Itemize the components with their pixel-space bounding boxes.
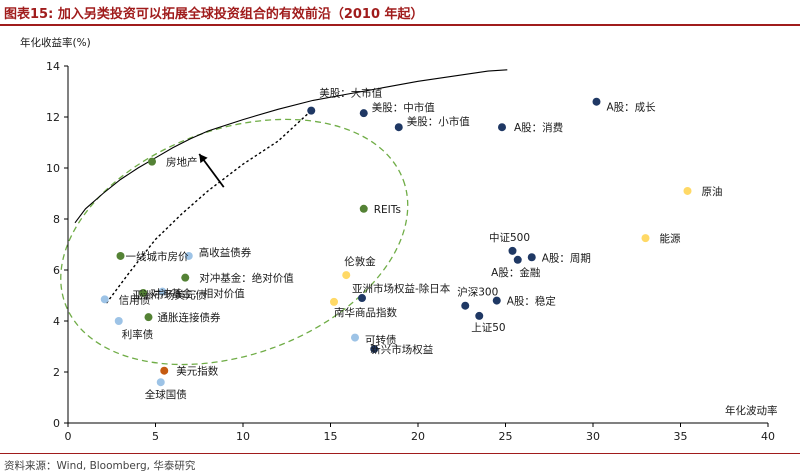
point-label: 南华商品指数 [334, 306, 397, 319]
point-label: 可转债 [365, 334, 397, 347]
x-tick-label: 0 [65, 430, 72, 443]
data-point [144, 313, 153, 322]
x-tick-label: 30 [586, 430, 600, 443]
data-point [508, 246, 517, 255]
data-point [116, 251, 125, 260]
data-point [156, 378, 165, 387]
x-tick-label: 15 [324, 430, 338, 443]
point-label: 中证500 [489, 231, 530, 244]
data-point [370, 345, 379, 354]
data-point [342, 271, 351, 280]
point-label: 利率债 [122, 328, 154, 341]
efficient-frontier-with-alternatives [74, 69, 508, 224]
alternative-assets-ellipse [60, 118, 409, 366]
point-label: 对冲基金：相对价值 [150, 287, 245, 300]
data-point [100, 295, 109, 304]
scatter-chart: 0 5 10 15 20 25 30 35 40 0 2 4 6 8 10 12 14 美股：大市值美股：中市值… [20, 36, 778, 443]
point-label: 对冲基金：绝对价值 [199, 272, 294, 285]
point-label: 通胀连接债券 [158, 311, 221, 324]
point-label: A股：稳定 [507, 295, 557, 308]
data-point [527, 253, 536, 262]
green-ellipse-group [60, 118, 409, 366]
y-tick-label: 4 [53, 315, 60, 328]
point-label: REITs [374, 204, 401, 216]
data-point [394, 123, 403, 132]
point-label: 沪深300 [457, 286, 498, 299]
data-point [148, 157, 156, 166]
point-label: 上证50 [471, 322, 505, 334]
data-point [184, 251, 193, 260]
x-tick-label: 40 [761, 430, 775, 443]
data-point [139, 288, 148, 297]
data-points [100, 97, 692, 387]
x-tick-label: 10 [236, 430, 250, 443]
data-point [683, 186, 692, 195]
data-point [513, 255, 522, 264]
y-tick-label: 12 [46, 111, 60, 124]
point-label: 信用债 [119, 293, 151, 306]
data-point [641, 234, 650, 243]
data-point [359, 204, 368, 213]
point-label: 能源 [660, 232, 681, 245]
point-label: 全球国债 [145, 388, 187, 401]
y-tick-label: 10 [46, 162, 60, 175]
chart-title: 图表15: 加入另类投资可以拓展全球投资组合的有效前沿（2010 年起） [4, 7, 424, 22]
x-tick-label: 35 [674, 430, 688, 443]
data-point [351, 333, 359, 342]
efficient-frontier-traditional [105, 110, 312, 304]
data-point [181, 273, 190, 282]
axes: 0 5 10 15 20 25 30 35 40 0 2 4 6 8 10 12 14 [46, 60, 775, 443]
data-point [498, 123, 506, 132]
point-label: A股：成长 [607, 102, 657, 114]
point-label: A股：金融 [491, 266, 541, 279]
point-label: 房地产 [166, 156, 198, 169]
point-label: A股：周期 [542, 252, 591, 264]
point-label: 高收益债券 [199, 246, 252, 259]
point-label: 亚洲市场权益-除日本 [352, 282, 451, 295]
data-point [492, 296, 501, 305]
data-point [475, 311, 484, 320]
frontier-shift-arrow-head [199, 153, 208, 164]
data-point [160, 366, 169, 375]
y-axis-title: 年化收益率(%) [20, 36, 91, 49]
y-tick-label: 2 [53, 366, 60, 379]
data-point [158, 287, 167, 296]
source-divider [0, 453, 800, 454]
title-bar: 图表15: 加入另类投资可以拓展全球投资组合的有效前沿（2010 年起） [0, 0, 800, 26]
x-tick-label: 25 [499, 430, 513, 443]
point-label: 新兴市场权益 [370, 343, 433, 356]
x-axis-title: 年化波动率 [725, 404, 778, 417]
point-label: 一线城市房价 [126, 250, 189, 263]
frontier-lines [74, 69, 508, 304]
data-point [330, 297, 338, 306]
point-label: A股：消费 [514, 121, 563, 134]
point-label: 伦敦金 [344, 255, 376, 268]
point-label: 美股：中市值 [372, 101, 435, 114]
x-tick-label: 20 [411, 430, 425, 443]
data-point [359, 109, 368, 118]
point-label: 美股：小市值 [407, 115, 470, 128]
point-label: 亚洲市场美元债 [133, 289, 207, 302]
point-label: 美元指数 [176, 365, 218, 378]
data-point [307, 106, 316, 115]
point-label: 美股：大市值 [319, 87, 382, 100]
data-point [358, 294, 366, 303]
y-tick-label: 6 [53, 264, 60, 277]
data-point [461, 301, 470, 310]
y-tick-label: 8 [53, 213, 60, 226]
data-point [592, 97, 601, 106]
data-point [114, 317, 123, 325]
y-tick-label: 0 [53, 417, 60, 430]
y-tick-label: 14 [46, 60, 60, 73]
source-note: 资料来源：Wind, Bloomberg, 华泰研究 [4, 460, 196, 472]
x-tick-label: 5 [152, 430, 159, 443]
point-label: 原油 [702, 185, 723, 198]
